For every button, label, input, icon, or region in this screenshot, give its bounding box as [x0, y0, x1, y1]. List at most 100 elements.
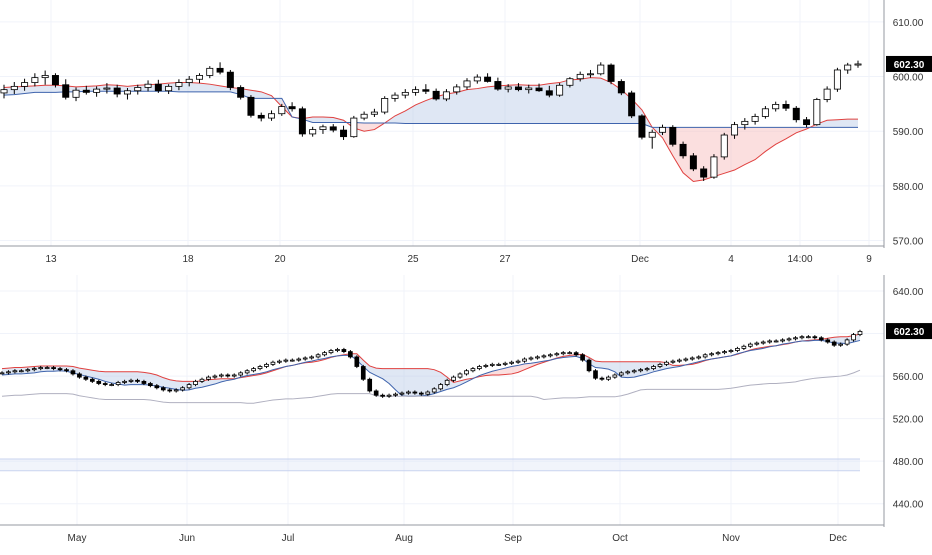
candle-body — [367, 378, 373, 392]
candle-body — [473, 76, 481, 82]
candle-body — [806, 336, 811, 339]
candle-body — [854, 63, 862, 66]
x-tick-label: Aug — [395, 533, 413, 544]
candle-body — [393, 393, 398, 396]
candle-body — [453, 86, 461, 93]
candle-body — [199, 378, 205, 382]
candle-body — [857, 330, 863, 335]
candle-body — [838, 343, 843, 346]
candle-body — [576, 73, 584, 80]
y-tick-label: 640.00 — [893, 287, 924, 298]
candle-body — [278, 106, 286, 115]
candle-body — [373, 390, 379, 396]
last-price-label: 602.30 — [894, 327, 925, 338]
candle-body — [135, 379, 140, 382]
candle-body — [72, 89, 80, 98]
candle-body — [586, 73, 594, 76]
candle-body — [823, 88, 831, 100]
candle-body — [700, 168, 708, 178]
candle-body — [567, 352, 573, 355]
candle-body — [350, 117, 358, 138]
candle-body — [257, 114, 265, 119]
x-tick-label: 9 — [866, 254, 872, 265]
candle-body — [309, 129, 317, 135]
y-tick-label: 580.00 — [893, 182, 924, 193]
candle-body — [386, 394, 392, 397]
x-tick-label: Nov — [722, 533, 740, 544]
candle-body — [833, 69, 841, 90]
candle-body — [741, 345, 747, 349]
candle-body — [431, 388, 437, 393]
candle-body — [554, 353, 560, 356]
x-tick-label: Dec — [829, 533, 847, 544]
candle-body — [237, 87, 245, 98]
candle-body — [418, 392, 424, 395]
candle-body — [25, 369, 31, 372]
candle-body — [167, 389, 173, 392]
candle-body — [141, 380, 147, 384]
y-tick-label: 560.00 — [893, 372, 924, 383]
candle-body — [21, 82, 29, 87]
candle-body — [309, 356, 314, 359]
x-tick-label: 25 — [407, 254, 419, 265]
candle-body — [556, 84, 564, 96]
candle-body — [664, 361, 669, 365]
candle-body — [44, 367, 50, 369]
candle-body — [83, 376, 89, 380]
candle-body — [128, 379, 134, 382]
candle-body — [438, 384, 444, 390]
candle-body — [515, 360, 521, 363]
candle-body — [335, 349, 340, 351]
candle-body — [206, 376, 211, 380]
candle-body — [747, 343, 753, 347]
top-cloud-bull — [384, 77, 663, 138]
candle-body — [401, 91, 409, 96]
candle-body — [535, 87, 543, 92]
candle-body — [226, 71, 234, 88]
candle-body — [173, 389, 179, 392]
candle-body — [123, 90, 131, 95]
candle-body — [82, 89, 90, 93]
daily-panel: May Jun Jul Aug Sep Oct Nov Dec 440.00 480.00 520.… — [0, 275, 932, 544]
candle-body — [231, 374, 237, 377]
candle-body — [268, 113, 276, 119]
candle-body — [669, 126, 677, 145]
candle-body — [628, 92, 636, 117]
bottom-cloud-bull — [550, 354, 693, 378]
x-tick-label: 27 — [499, 254, 511, 265]
candle-body — [483, 365, 489, 367]
candle-body — [754, 342, 760, 345]
candle-body — [113, 87, 121, 95]
candle-body — [844, 339, 850, 345]
candle-body — [31, 368, 37, 371]
candle-body — [548, 354, 553, 357]
candle-body — [354, 356, 360, 367]
candle-body — [193, 380, 198, 385]
candle-body — [720, 134, 728, 158]
x-tick-label: 4 — [728, 254, 734, 265]
candle-body — [96, 380, 102, 384]
x-tick-label: Dec — [631, 254, 649, 265]
candle-body — [277, 360, 282, 363]
candle-body — [607, 64, 615, 82]
x-tick-label: Oct — [612, 533, 628, 544]
lagging-span-line — [1, 369, 861, 404]
candle-body — [288, 106, 296, 110]
candle-body — [625, 371, 631, 374]
candle-body — [535, 356, 540, 359]
candle-body — [10, 85, 18, 91]
candle-body — [618, 372, 624, 376]
candle-body — [728, 350, 734, 352]
candle-body — [677, 359, 682, 362]
candle-body — [813, 99, 821, 126]
candle-body — [741, 120, 749, 126]
candle-body — [470, 368, 476, 372]
candle-body — [541, 355, 547, 358]
candle-body — [302, 357, 308, 360]
candle-body — [522, 358, 527, 362]
candle-body — [348, 351, 353, 358]
y-tick-label: 590.00 — [893, 127, 924, 138]
candle-body — [399, 392, 405, 395]
candle-body — [432, 90, 440, 100]
